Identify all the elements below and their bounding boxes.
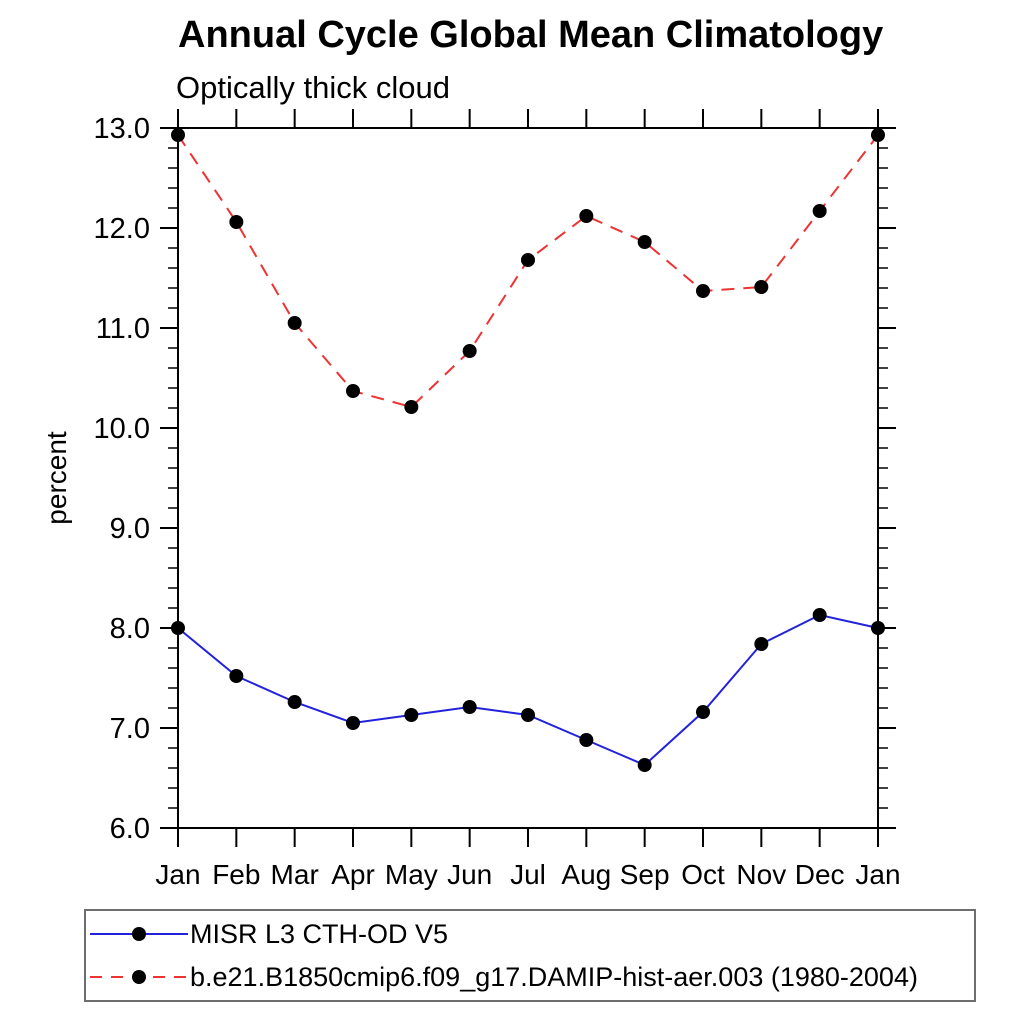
legend-label-misr: MISR L3 CTH-OD V5 bbox=[190, 918, 449, 949]
series-0-marker bbox=[871, 621, 885, 635]
legend-line-sample-solid bbox=[90, 927, 188, 941]
series-1-marker bbox=[229, 215, 244, 229]
x-tick-label: Jan bbox=[855, 859, 900, 890]
x-tick-label: Jun bbox=[447, 859, 492, 890]
x-tick-label: Apr bbox=[331, 859, 375, 890]
y-tick-label: 10.0 bbox=[94, 413, 150, 445]
series-1-marker bbox=[754, 280, 769, 294]
legend-sample-marker bbox=[132, 970, 146, 984]
y-tick-label: 8.0 bbox=[110, 613, 150, 645]
series-0-marker bbox=[404, 708, 419, 722]
series-line-1 bbox=[177, 134, 879, 409]
legend: MISR L3 CTH-OD V5 b.e21.B1850cmip6.f09_g… bbox=[84, 909, 976, 1002]
y-tick-label: 13.0 bbox=[94, 113, 150, 145]
series-0-marker bbox=[812, 608, 827, 622]
y-tick-label: 9.0 bbox=[110, 513, 150, 545]
chart-subtitle: Optically thick cloud bbox=[176, 70, 450, 105]
chart-title: Annual Cycle Global Mean Climatology bbox=[178, 14, 884, 56]
series-1-marker bbox=[404, 400, 419, 414]
series-0-marker bbox=[171, 621, 185, 635]
series-1-marker bbox=[637, 235, 652, 249]
series-0-marker bbox=[346, 716, 360, 730]
series-0-marker bbox=[579, 733, 594, 747]
series-1-marker bbox=[287, 316, 302, 330]
series-1-marker bbox=[462, 344, 477, 358]
y-tick-label: 11.0 bbox=[96, 313, 150, 345]
axis-frame bbox=[177, 127, 879, 829]
x-tick-label: Dec bbox=[795, 859, 845, 890]
series-line-0 bbox=[177, 613, 879, 767]
series-1-marker bbox=[696, 284, 710, 298]
x-tick-label: Nov bbox=[736, 859, 786, 890]
legend-label-model: b.e21.B1850cmip6.f09_g17.DAMIP-hist-aer.… bbox=[190, 961, 918, 992]
series-0-marker bbox=[462, 700, 477, 714]
series-0-marker bbox=[754, 637, 769, 651]
series-1-marker bbox=[171, 128, 185, 142]
series-0-marker bbox=[696, 705, 710, 719]
legend-sample-marker bbox=[132, 927, 146, 941]
x-tick-label: Feb bbox=[212, 859, 260, 890]
x-tick-label: Oct bbox=[681, 859, 725, 890]
series-1-marker bbox=[871, 128, 885, 142]
x-tick-label: Aug bbox=[561, 859, 611, 890]
y-tick-label: 7.0 bbox=[110, 713, 150, 745]
y-tick-label: 12.0 bbox=[94, 213, 150, 245]
x-tick-label: Jan bbox=[155, 859, 200, 890]
series-1-marker bbox=[579, 209, 594, 223]
series-0-marker bbox=[521, 708, 535, 722]
x-tick-label: Sep bbox=[620, 859, 670, 890]
series-0-marker bbox=[287, 695, 302, 709]
series-0-marker bbox=[637, 758, 652, 772]
series-1-marker bbox=[812, 204, 827, 218]
x-tick-label: Mar bbox=[271, 859, 319, 890]
series-1-marker bbox=[521, 253, 535, 267]
series-0-marker bbox=[229, 669, 244, 683]
legend-line-sample-dashed bbox=[90, 970, 188, 984]
x-tick-label: Jul bbox=[510, 859, 546, 890]
x-tick-label: May bbox=[385, 859, 438, 890]
y-tick-label: 6.0 bbox=[110, 813, 150, 845]
series-1-marker bbox=[346, 384, 360, 398]
legend-item-misr: MISR L3 CTH-OD V5 bbox=[86, 914, 974, 954]
legend-item-model: b.e21.B1850cmip6.f09_g17.DAMIP-hist-aer.… bbox=[86, 957, 974, 997]
